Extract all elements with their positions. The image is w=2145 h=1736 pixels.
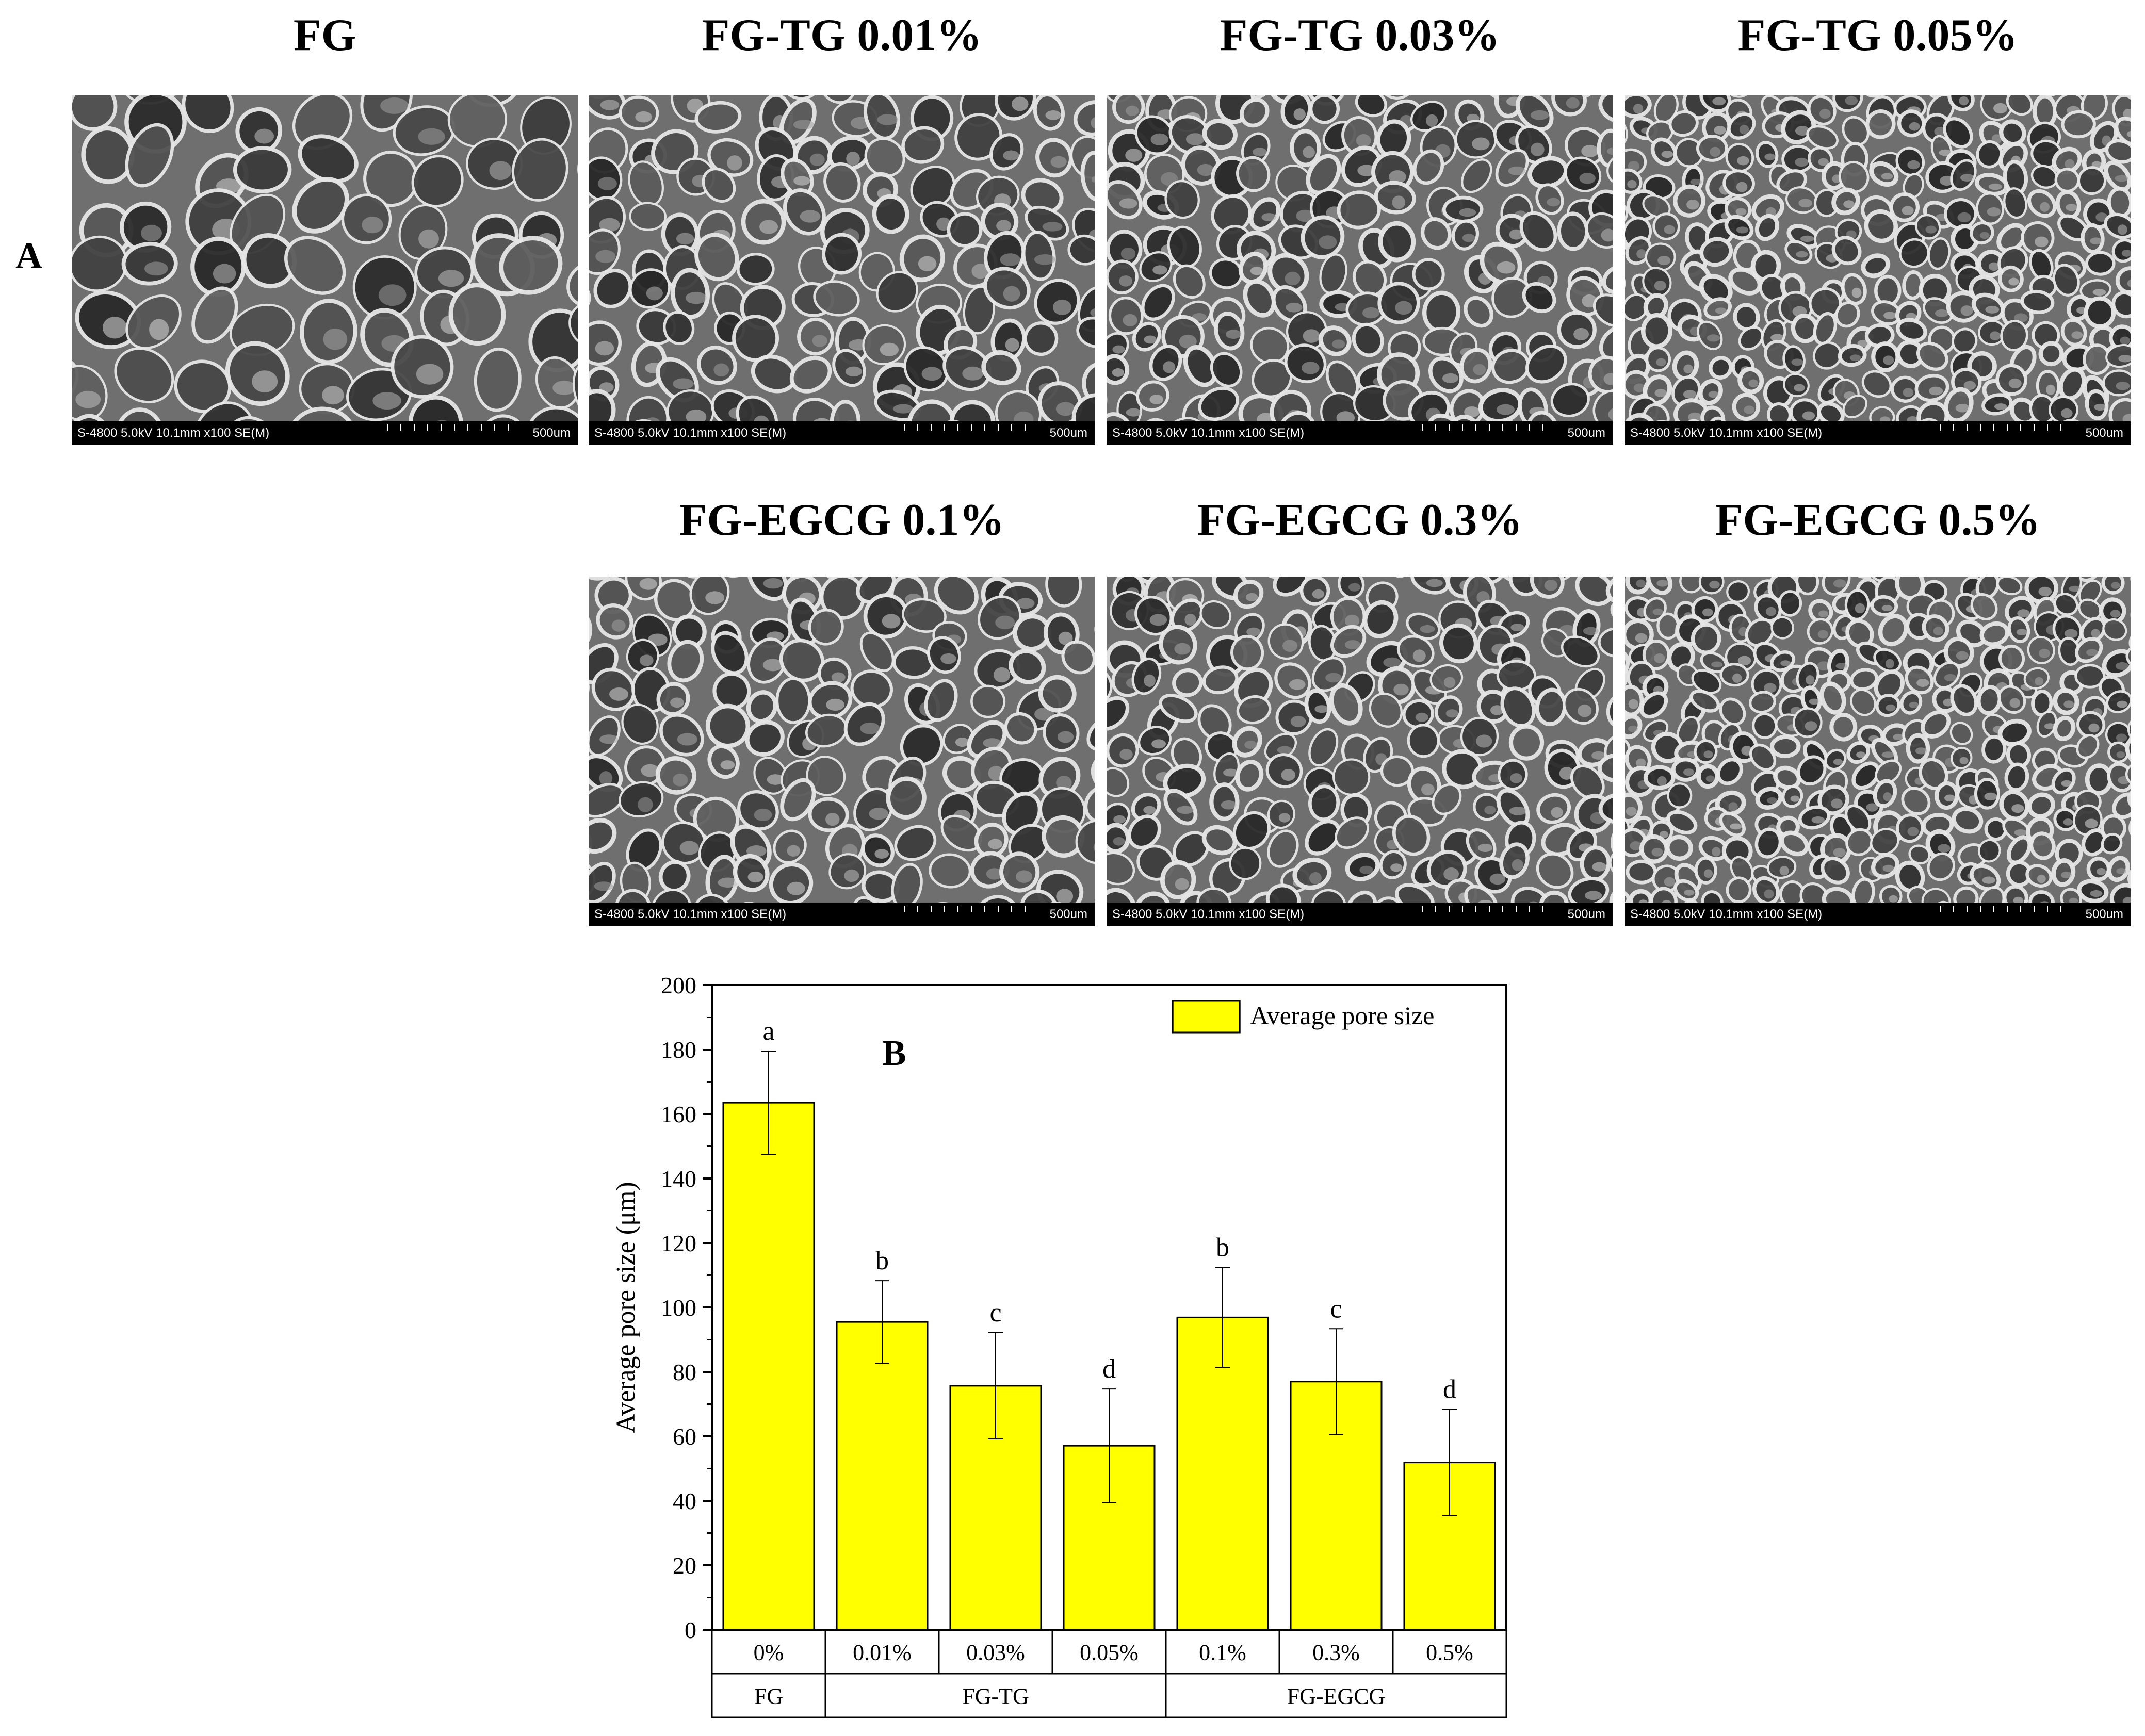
- sem-scale-text: 500um: [1049, 426, 1087, 440]
- y-tick-label: 60: [673, 1423, 696, 1450]
- significance-letter: b: [1216, 1233, 1229, 1263]
- sem-scale-text: 500um: [1567, 426, 1605, 440]
- x-category-label: 0.5%: [1426, 1640, 1473, 1665]
- scale-ticks: [904, 906, 1038, 912]
- y-tick-label: 160: [661, 1101, 696, 1127]
- scale-ticks: [1940, 424, 2074, 431]
- sem-meta-text: S-4800 5.0kV 10.1mm x100 SE(M): [77, 426, 270, 440]
- sem-info-bar: S-4800 5.0kV 10.1mm x100 SE(M) 500um: [1625, 903, 2131, 926]
- sem-info-bar: S-4800 5.0kV 10.1mm x100 SE(M) 500um: [1625, 421, 2131, 445]
- sem-texture: [1625, 577, 2131, 926]
- x-category-label: 0%: [754, 1640, 784, 1665]
- sem-title-fg-tg-003: FG-TG 0.03%: [1220, 10, 1500, 60]
- y-tick-label: 100: [661, 1295, 696, 1321]
- sem-info-bar: S-4800 5.0kV 10.1mm x100 SE(M) 500um: [1107, 421, 1613, 445]
- sem-scale-text: 500um: [1049, 907, 1087, 921]
- x-group-label: FG: [754, 1684, 783, 1709]
- x-category-label: 0.3%: [1312, 1640, 1360, 1665]
- sem-title-fg-tg-005: FG-TG 0.05%: [1737, 10, 2018, 60]
- sem-info-bar: S-4800 5.0kV 10.1mm x100 SE(M) 500um: [1107, 903, 1613, 926]
- sem-scale-text: 500um: [2085, 426, 2123, 440]
- sem-meta-text: S-4800 5.0kV 10.1mm x100 SE(M): [1112, 426, 1305, 440]
- x-group-label: FG-EGCG: [1287, 1684, 1386, 1709]
- scale-ticks: [904, 424, 1038, 431]
- sem-title-fg-egcg-05: FG-EGCG 0.5%: [1715, 495, 2041, 545]
- sem-title-fg-tg-001: FG-TG 0.01%: [702, 10, 982, 60]
- sem-info-bar: S-4800 5.0kV 10.1mm x100 SE(M) 500um: [72, 421, 578, 445]
- sem-scale-text: 500um: [1567, 907, 1605, 921]
- sem-meta-text: S-4800 5.0kV 10.1mm x100 SE(M): [1630, 907, 1823, 921]
- scale-ticks: [1422, 424, 1556, 431]
- sem-image-fg-tg-005: S-4800 5.0kV 10.1mm x100 SE(M) 500um: [1625, 95, 2131, 445]
- sem-image-fg-tg-003: S-4800 5.0kV 10.1mm x100 SE(M) 500um: [1107, 95, 1613, 445]
- y-axis-label: Average pore size (μm): [611, 1182, 641, 1433]
- y-tick-label: 120: [661, 1230, 696, 1256]
- x-category-label: 0.01%: [853, 1640, 912, 1665]
- significance-letter: c: [989, 1298, 1001, 1328]
- x-category-label: 0.05%: [1080, 1640, 1139, 1665]
- sem-image-fg: S-4800 5.0kV 10.1mm x100 SE(M) 500um: [72, 95, 578, 445]
- scale-ticks: [1940, 906, 2074, 912]
- x-group-label: FG-TG: [962, 1684, 1029, 1709]
- sem-image-fg-egcg-03: S-4800 5.0kV 10.1mm x100 SE(M) 500um: [1107, 577, 1613, 926]
- sem-image-fg-tg-001: S-4800 5.0kV 10.1mm x100 SE(M) 500um: [589, 95, 1095, 445]
- sem-meta-text: S-4800 5.0kV 10.1mm x100 SE(M): [594, 907, 787, 921]
- significance-letter: b: [875, 1246, 889, 1275]
- sem-texture: [1107, 95, 1613, 445]
- significance-letter: a: [762, 1017, 774, 1046]
- bar: [836, 1321, 929, 1631]
- legend-swatch: [1172, 1000, 1241, 1034]
- y-tick-label: 40: [673, 1488, 696, 1514]
- significance-letter: d: [1443, 1375, 1456, 1404]
- y-tick-label: 140: [661, 1166, 696, 1192]
- pore-size-bar-chart: 0 20 40 60 80 100 120 140 160 180 200 Average pore …: [611, 975, 1507, 1718]
- y-tick-label: 20: [673, 1552, 696, 1579]
- sem-texture: [589, 577, 1095, 926]
- significance-letter: c: [1330, 1294, 1342, 1323]
- sem-meta-text: S-4800 5.0kV 10.1mm x100 SE(M): [1630, 426, 1823, 440]
- sem-title-fg: FG: [293, 10, 357, 60]
- sem-info-bar: S-4800 5.0kV 10.1mm x100 SE(M) 500um: [589, 421, 1095, 445]
- sem-meta-text: S-4800 5.0kV 10.1mm x100 SE(M): [594, 426, 787, 440]
- x-category-label: 0.03%: [966, 1640, 1025, 1665]
- sem-texture: [1625, 95, 2131, 445]
- bar: [722, 1102, 815, 1631]
- panel-b-label: B: [882, 1034, 906, 1073]
- sem-texture: [72, 95, 578, 445]
- scale-ticks: [1422, 906, 1556, 912]
- sem-title-fg-egcg-03: FG-EGCG 0.3%: [1197, 495, 1523, 545]
- bar: [1176, 1316, 1269, 1631]
- scale-ticks: [387, 424, 521, 431]
- sem-texture: [1107, 577, 1613, 926]
- x-category-label: 0.1%: [1199, 1640, 1246, 1665]
- sem-title-fg-egcg-01: FG-EGCG 0.1%: [679, 495, 1005, 545]
- y-tick-label: 180: [661, 1037, 696, 1063]
- legend-label: Average pore size: [1250, 1001, 1434, 1030]
- sem-scale-text: 500um: [2085, 907, 2123, 921]
- y-tick-label: 200: [661, 975, 696, 998]
- sem-texture: [589, 95, 1095, 445]
- significance-letter: d: [1102, 1354, 1116, 1384]
- sem-image-fg-egcg-05: S-4800 5.0kV 10.1mm x100 SE(M) 500um: [1625, 577, 2131, 926]
- y-tick-label: 0: [685, 1617, 696, 1643]
- sem-meta-text: S-4800 5.0kV 10.1mm x100 SE(M): [1112, 907, 1305, 921]
- sem-image-fg-egcg-01: S-4800 5.0kV 10.1mm x100 SE(M) 500um: [589, 577, 1095, 926]
- y-tick-label: 80: [673, 1359, 696, 1385]
- sem-info-bar: S-4800 5.0kV 10.1mm x100 SE(M) 500um: [589, 903, 1095, 926]
- panel-a-label: A: [15, 235, 42, 276]
- sem-scale-text: 500um: [532, 426, 571, 440]
